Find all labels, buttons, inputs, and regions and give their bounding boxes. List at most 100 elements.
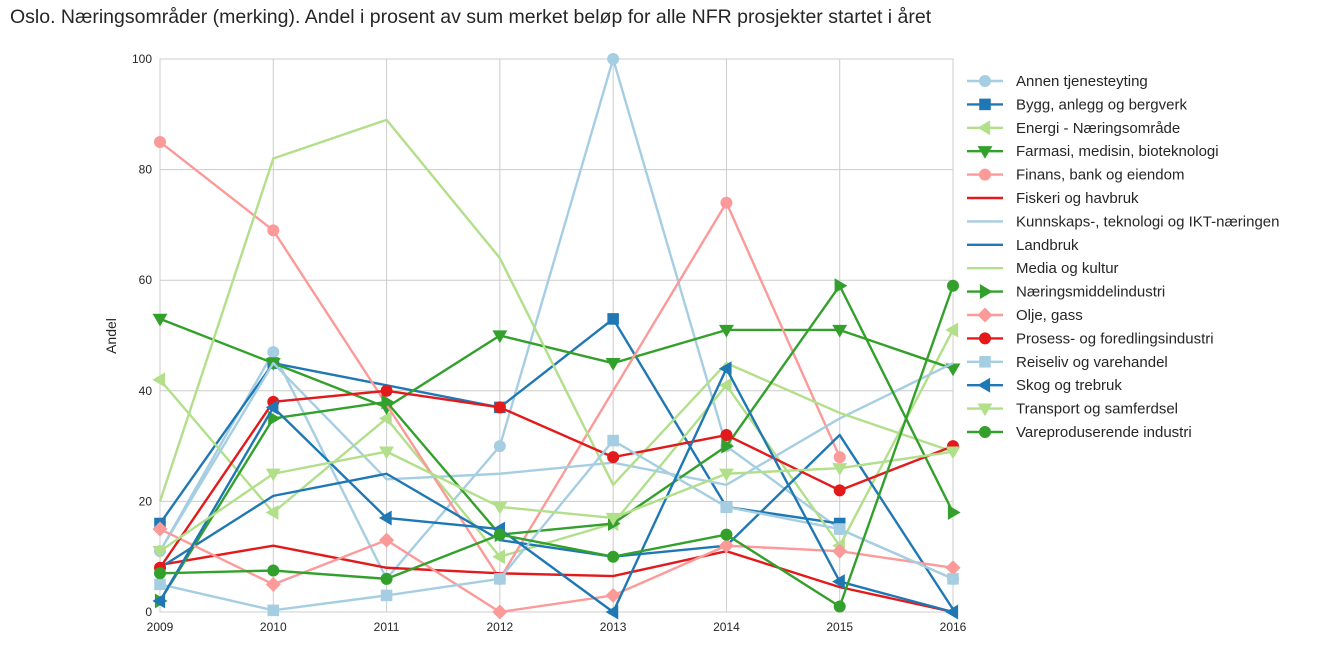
data-point (152, 521, 168, 537)
legend-label: Transport og samferdsel (1016, 401, 1178, 418)
y-tick-label: 20 (139, 494, 153, 508)
x-tick-label: 2012 (487, 620, 514, 634)
series-5 (159, 544, 954, 614)
series-3 (152, 313, 961, 415)
legend-swatch-marker (977, 307, 993, 323)
legend-swatch-marker (979, 356, 991, 368)
data-point (832, 543, 848, 559)
legend-label: Bygg, anlegg og bergverk (1016, 96, 1187, 113)
data-point (607, 451, 620, 464)
series-line (158, 118, 954, 502)
legend-label: Vareproduserende industri (1016, 424, 1192, 441)
x-tick-label: 2015 (826, 620, 853, 634)
y-tick-label: 60 (139, 273, 153, 287)
legend-entry: Landbruk (967, 237, 1079, 254)
series-line (159, 389, 954, 569)
data-point (378, 410, 392, 426)
legend-entry: Næringsmiddelindustri (967, 284, 1165, 301)
legend-swatch-marker (977, 146, 993, 159)
legend-swatch-marker (979, 75, 991, 87)
legend-label: Reiseliv og varehandel (1016, 354, 1168, 371)
data-point (154, 567, 166, 580)
legend-swatch-marker (979, 426, 991, 438)
data-point (607, 313, 619, 325)
data-point (721, 438, 735, 454)
data-point (718, 468, 734, 482)
data-point (607, 53, 620, 65)
series-2 (152, 322, 959, 565)
data-point (267, 564, 280, 577)
series-line (159, 329, 955, 558)
data-point (945, 604, 959, 620)
data-point (947, 279, 959, 292)
legend-entry: Annen tjenesteyting (967, 73, 1148, 90)
x-tick-label: 2013 (600, 620, 627, 634)
legend-entry: Media og kultur (967, 260, 1119, 277)
data-point (832, 324, 848, 338)
legend-label: Fiskeri og havbruk (1016, 190, 1139, 207)
legend-label: Landbruk (1016, 237, 1079, 254)
legend-label: Finans, bank og eiendom (1016, 167, 1184, 184)
data-point (832, 574, 845, 590)
legend-swatch-marker (977, 377, 991, 393)
series-line (158, 284, 955, 602)
data-point (379, 532, 395, 548)
y-tick-label: 40 (139, 384, 153, 398)
y-tick-labels: 0 20 40 60 80 100 (132, 52, 152, 619)
data-point (493, 440, 506, 453)
y-tick-label: 80 (139, 163, 153, 177)
data-point (945, 446, 961, 460)
legend-entry: Bygg, anlegg og bergverk (967, 96, 1187, 113)
series-10 (152, 521, 961, 620)
legend-swatch-marker (979, 168, 991, 181)
series-15 (154, 279, 959, 613)
data-point (379, 446, 395, 460)
data-point (833, 451, 846, 464)
data-point (381, 394, 395, 410)
legend-entry: Skog og trebruk (967, 377, 1122, 394)
x-tick-label: 2010 (260, 620, 287, 634)
series-line (159, 439, 954, 612)
series-14 (152, 446, 961, 559)
data-point (718, 361, 732, 377)
series-line (158, 361, 954, 552)
legend-entry: Fiskeri og havbruk (967, 190, 1139, 207)
legend-entry: Prosess- og foredlingsindustri (967, 330, 1214, 347)
legend-label: Media og kultur (1016, 260, 1119, 277)
y-axis-label: Andel (103, 318, 119, 354)
series-12 (154, 434, 959, 617)
data-point (154, 135, 166, 148)
data-point (380, 384, 393, 397)
legend-swatch-marker (977, 120, 991, 136)
legend-swatch-marker (977, 403, 993, 417)
series-line (159, 433, 955, 610)
data-point (493, 401, 506, 414)
legend-label: Olje, gass (1016, 307, 1083, 324)
data-point (152, 593, 166, 609)
data-point (492, 604, 508, 620)
data-point (718, 538, 734, 554)
x-tick-label: 2009 (147, 620, 174, 634)
data-point (265, 504, 279, 520)
series-6 (158, 361, 954, 552)
legend-entry: Kunnskaps-, teknologi og IKT-næringen (967, 213, 1280, 230)
legend-entry: Farmasi, medisin, bioteknologi (967, 143, 1219, 160)
data-point (605, 587, 621, 603)
data-point (493, 528, 506, 541)
legend-swatch-marker (979, 284, 993, 300)
series-8 (158, 118, 954, 502)
series-line (159, 450, 954, 553)
legend-label: Energi - Næringsområde (1016, 120, 1180, 137)
y-tick-label: 0 (145, 605, 152, 619)
x-tick-label: 2016 (940, 620, 967, 634)
legend-label: Annen tjenesteyting (1016, 73, 1148, 90)
legend-entry: Energi - Næringsområde (967, 120, 1180, 137)
series-line (158, 367, 954, 614)
data-point (720, 501, 733, 513)
data-point (718, 377, 732, 393)
y-tick-label: 100 (132, 52, 152, 66)
data-point (720, 196, 733, 209)
data-point (945, 322, 959, 338)
legend-label: Prosess- og foredlingsindustri (1016, 330, 1214, 347)
